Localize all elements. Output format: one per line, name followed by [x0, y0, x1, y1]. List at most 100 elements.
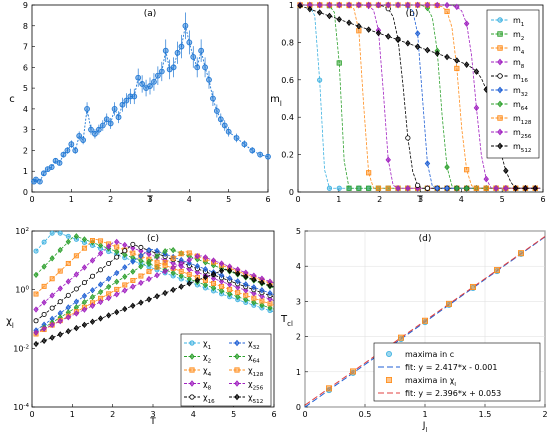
data-point	[259, 298, 265, 304]
x-tick-label: 1.5	[479, 410, 492, 419]
data-point	[464, 167, 470, 173]
data-point	[114, 269, 120, 277]
data-point	[186, 259, 192, 267]
data-point	[463, 184, 470, 192]
data-point	[349, 368, 356, 375]
legend-label: m4	[513, 44, 525, 56]
data-point	[473, 104, 480, 112]
data-point	[98, 238, 104, 244]
data-point	[57, 285, 63, 292]
data-point	[444, 53, 450, 61]
data-point	[249, 147, 256, 154]
legend-marker	[234, 393, 240, 401]
data-point	[469, 283, 476, 290]
legend-marker	[497, 45, 503, 51]
data-point	[194, 64, 201, 71]
data-point	[135, 74, 142, 81]
data-point	[106, 283, 112, 291]
data-point	[33, 291, 39, 297]
data-point	[146, 269, 152, 275]
data-point	[49, 255, 55, 262]
y-tick-label: 3	[23, 126, 28, 135]
data-point	[68, 141, 75, 148]
x-tick-label: 4	[459, 195, 464, 204]
legend-label-sub: 512	[521, 148, 532, 154]
y-tick-label: 10-2	[13, 344, 29, 353]
legend-marker	[497, 128, 503, 136]
y-tick-label: 7	[23, 43, 28, 52]
data-point	[114, 291, 120, 298]
x-tick-label: 0	[302, 410, 307, 419]
data-point	[146, 275, 152, 283]
data-point	[65, 314, 71, 321]
x-tick-label: 1	[336, 195, 341, 204]
data-point	[503, 184, 509, 192]
data-point	[397, 334, 404, 341]
data-point	[170, 247, 176, 254]
legend-marker	[497, 58, 503, 66]
data-point	[106, 275, 112, 282]
y-tick-label: 1	[289, 1, 294, 10]
series-line	[35, 248, 275, 331]
data-point	[111, 105, 118, 112]
data-point	[385, 185, 391, 191]
data-point	[158, 68, 165, 75]
data-point	[122, 287, 128, 294]
legend-marker	[497, 115, 503, 121]
data-point	[130, 241, 136, 247]
data-point	[81, 280, 87, 286]
data-point	[227, 290, 233, 297]
data-point	[49, 305, 55, 311]
data-point	[503, 167, 509, 175]
data-point	[190, 54, 197, 60]
data-point	[106, 260, 112, 266]
data-point	[174, 49, 181, 56]
legend-label: m8	[513, 58, 525, 70]
data-point	[405, 184, 411, 192]
data-point	[41, 283, 47, 289]
data-point	[454, 3, 460, 11]
legend-marker	[189, 340, 195, 346]
data-point	[90, 238, 96, 244]
data-point	[395, 1, 401, 9]
data-point	[49, 292, 55, 299]
data-point	[326, 12, 333, 20]
x-tick-label: 0	[295, 195, 300, 204]
y-tick-label: 8	[23, 22, 28, 31]
data-point	[154, 253, 160, 260]
legend-marker	[189, 353, 195, 360]
data-point	[202, 266, 209, 273]
data-point	[89, 257, 96, 264]
data-point	[251, 276, 257, 283]
data-point	[99, 122, 106, 129]
data-point	[444, 184, 450, 192]
y-tick-label-sup: -2	[23, 344, 29, 350]
data-point	[49, 276, 55, 282]
data-point	[259, 302, 265, 309]
data-point	[146, 296, 152, 303]
data-point	[259, 293, 265, 300]
data-point	[219, 283, 225, 289]
data-point	[130, 244, 136, 252]
data-point	[41, 263, 47, 270]
data-point	[385, 1, 391, 9]
legend-marker	[497, 100, 503, 108]
data-point	[522, 184, 529, 192]
data-point	[445, 300, 452, 307]
data-point	[65, 260, 71, 266]
series-line	[35, 255, 275, 333]
data-point	[41, 325, 47, 332]
data-point	[243, 281, 249, 288]
data-point	[33, 340, 39, 348]
data-point	[146, 258, 152, 265]
data-point	[424, 160, 431, 167]
y-tick-label: 0.2	[281, 151, 294, 160]
data-point	[346, 1, 352, 9]
data-point	[147, 83, 153, 89]
data-point	[424, 185, 431, 191]
legend-marker	[385, 350, 392, 357]
legend-marker	[497, 142, 503, 150]
